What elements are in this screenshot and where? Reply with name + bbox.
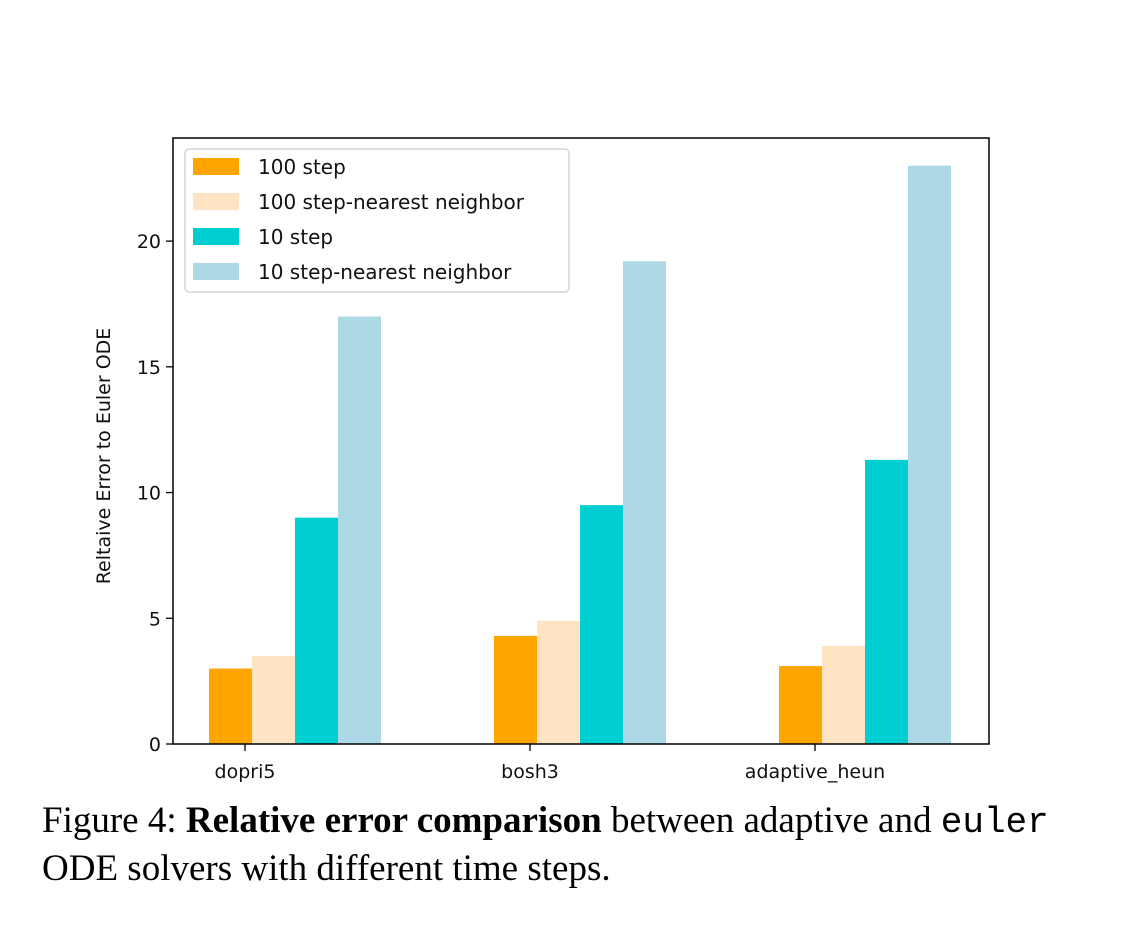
legend-swatch: [193, 193, 239, 210]
y-axis: 0 5 10 15 20: [137, 231, 173, 756]
bar-adaptive_heun-10-step: [865, 459, 908, 744]
legend-label: 10 step: [258, 225, 333, 249]
legend-label: 10 step-nearest neighbor: [258, 260, 512, 284]
legend-swatch: [193, 158, 239, 175]
legend-label: 100 step-nearest neighbor: [258, 190, 525, 214]
y-tick-label: 20: [137, 231, 161, 253]
bar-group: [209, 165, 951, 745]
y-tick-label: 5: [149, 608, 161, 630]
caption-middle: between adaptive and: [601, 800, 941, 841]
y-tick-label: 0: [149, 734, 161, 756]
bar-dopri5-10-step: [295, 517, 338, 744]
bar-chart: 0 5 10 15 20 dopri5 bosh3 adaptive_heun Reltai…: [93, 137, 990, 783]
bar-dopri5-100-step-nearest-neighbor: [252, 655, 295, 744]
bar-bosh3-100-step-nearest-neighbor: [537, 620, 580, 744]
caption-bold-text: Relative error comparison: [185, 800, 602, 841]
legend-swatch: [193, 228, 239, 245]
x-tick-label: bosh3: [501, 761, 559, 783]
caption-code-term: euler: [940, 802, 1049, 843]
bar-bosh3-10-step: [580, 505, 623, 744]
x-axis: dopri5 bosh3 adaptive_heun: [215, 744, 885, 783]
legend: 100 step 100 step-nearest neighbor 10 step…: [184, 148, 570, 293]
bar-adaptive_heun-100-step-nearest-neighbor: [822, 645, 865, 744]
y-tick-label: 15: [137, 357, 161, 379]
bar-adaptive_heun-10-step-nearest-neighbor: [908, 165, 951, 745]
legend-swatch: [193, 263, 239, 280]
figure-caption: Figure 4: Relative error comparison betw…: [42, 798, 1112, 892]
x-tick-label: dopri5: [215, 761, 276, 783]
caption-prefix: Figure 4:: [42, 800, 186, 841]
bar-adaptive_heun-100-step: [779, 666, 822, 744]
legend-label: 100 step: [258, 155, 346, 179]
legend-box: [184, 148, 570, 293]
y-axis-label: Reltaive Error to Euler ODE: [93, 328, 115, 585]
caption-suffix: ODE solvers with different time steps.: [42, 848, 611, 889]
bar-dopri5-10-step-nearest-neighbor: [338, 316, 381, 744]
bar-bosh3-100-step: [494, 635, 537, 744]
bar-bosh3-10-step-nearest-neighbor: [623, 261, 666, 744]
bar-dopri5-100-step: [209, 668, 252, 744]
plot-frame: [172, 137, 990, 745]
x-tick-label: adaptive_heun: [745, 761, 885, 783]
y-tick-label: 10: [137, 483, 161, 505]
